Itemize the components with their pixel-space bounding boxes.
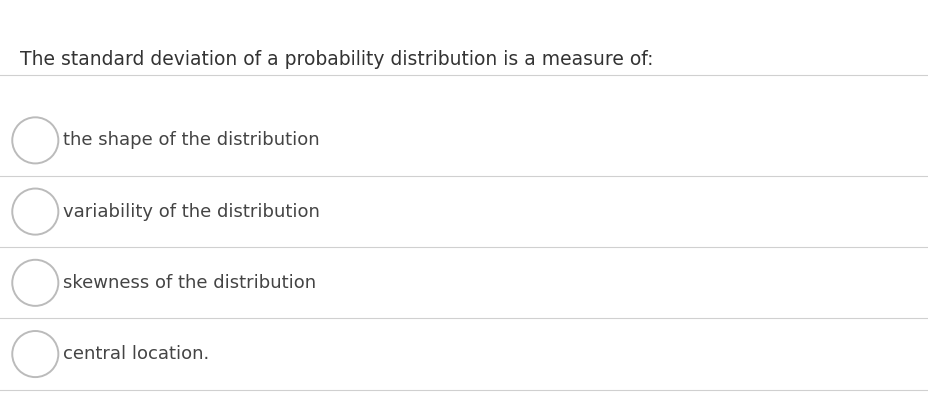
Text: variability of the distribution: variability of the distribution (63, 203, 320, 220)
Text: The standard deviation of a probability distribution is a measure of:: The standard deviation of a probability … (20, 50, 653, 69)
Ellipse shape (12, 331, 58, 377)
Text: skewness of the distribution: skewness of the distribution (63, 274, 316, 292)
Text: central location.: central location. (63, 345, 209, 363)
Ellipse shape (12, 260, 58, 306)
Text: the shape of the distribution: the shape of the distribution (63, 132, 319, 149)
Ellipse shape (12, 117, 58, 163)
Ellipse shape (12, 189, 58, 235)
